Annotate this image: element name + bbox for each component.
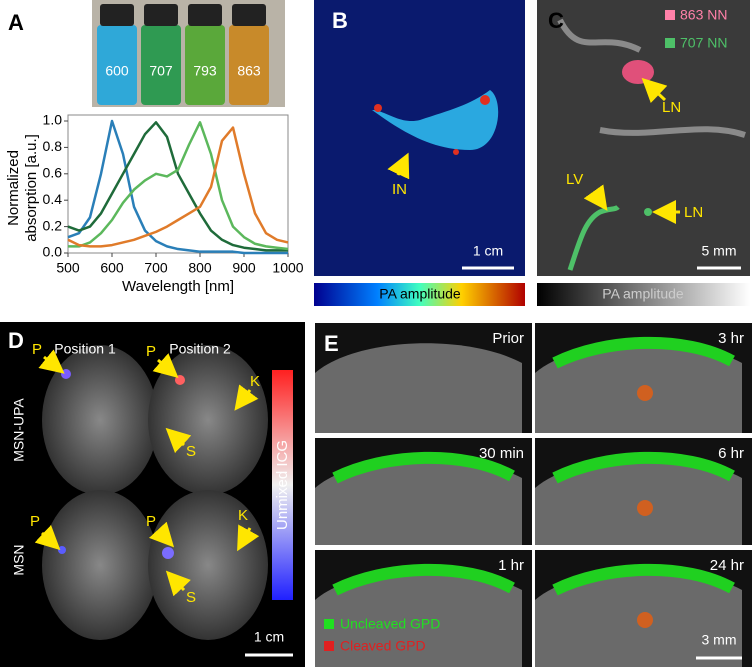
legend-swatch [665, 38, 675, 48]
green-signal [332, 563, 515, 596]
column-label: Position 1 [54, 341, 116, 357]
panel-letter: D [8, 328, 24, 353]
green-signal [552, 563, 735, 596]
line-series [67, 121, 288, 252]
arrow-label: P [32, 341, 42, 358]
green-signal [552, 336, 735, 369]
arrow-label: P [146, 513, 156, 530]
legend-swatch [324, 641, 334, 651]
tissue [315, 458, 522, 545]
pa-image [314, 0, 525, 276]
legend-swatch [324, 619, 334, 629]
legend-label: Uncleaved GPD [340, 616, 440, 632]
time-label: 30 min [479, 445, 524, 462]
plot-frame [67, 114, 289, 254]
panel-letter: E [324, 331, 339, 356]
panel-letter: B [332, 8, 348, 33]
y-tick-label: 0.0 [43, 244, 63, 260]
x-tick-label: 1000 [272, 260, 303, 276]
x-tick-label: 500 [56, 260, 80, 276]
y-tick-label: 0.6 [43, 165, 63, 181]
legend-label: 863 NN [680, 7, 727, 23]
arrow-label: LV [566, 171, 583, 188]
arrow [641, 77, 668, 104]
time-label: 6 hr [718, 445, 744, 462]
scale-label: 1 cm [473, 243, 503, 259]
y-tick-label: 0.8 [43, 138, 63, 154]
colorbar-label: PA amplitude [602, 286, 684, 302]
colorbar-label: Unmixed ICG [274, 440, 291, 530]
y-tick-label: 1.0 [43, 112, 63, 128]
tissue [315, 570, 522, 667]
arrow-label: K [238, 507, 248, 524]
row-label: MSN [11, 544, 27, 575]
time-label: Prior [492, 330, 524, 347]
arrows [34, 349, 260, 597]
y-axis-label: Normalized [5, 150, 22, 226]
scale-label: 3 mm [702, 632, 737, 648]
y-axis-label: absorption [a.u.] [23, 134, 40, 242]
ultrasound-images: Prior 3 hr 30 min 6 hr 1 hr 24 hr [315, 323, 752, 667]
x-tick-label: 800 [188, 260, 212, 276]
arrow [387, 152, 410, 180]
y-tick-label: 0.4 [43, 191, 63, 207]
legend-label: Cleaved GPD [340, 638, 426, 654]
legend-swatch [665, 10, 675, 20]
line-series [67, 119, 288, 255]
fluorescence-image [0, 322, 305, 667]
time-label: 1 hr [498, 557, 524, 574]
legend-label: 707 NN [680, 35, 727, 51]
panel-letter: C [548, 8, 564, 33]
line-series [68, 121, 289, 251]
chart: 500 600 700 800 900 1000 0.0 0.2 0.4 0.6 0.8 1.0 [43, 112, 304, 276]
time-label: 24 hr [710, 557, 744, 574]
scale-label: 1 cm [254, 629, 284, 645]
x-tick-label: 900 [232, 260, 256, 276]
green-signal [332, 451, 515, 484]
arrow-label: LN [684, 204, 703, 221]
arrow-label: P [146, 343, 156, 360]
vial-photo [92, 0, 285, 107]
legend-label: 707 [149, 63, 173, 79]
panel-letter: A [8, 10, 24, 35]
arrow-label: S [186, 443, 196, 460]
red-signal [637, 385, 653, 401]
red-signal [637, 500, 653, 516]
tissue [315, 343, 522, 433]
colorbar [272, 370, 293, 600]
line-series [67, 126, 289, 248]
time-label: 3 hr [718, 330, 744, 347]
legend-label: 793 [193, 63, 217, 79]
tissue [535, 458, 742, 545]
row-label: MSN-UPA [11, 398, 27, 462]
x-tick-label: 700 [144, 260, 168, 276]
arrow-label: IN [392, 181, 407, 198]
x-axis-label: Wavelength [nm] [122, 278, 234, 295]
y-tick-label: 0.2 [43, 217, 63, 233]
colorbar [537, 283, 750, 306]
arrow-label: LN [662, 99, 681, 116]
pa-overlay-image [537, 0, 750, 276]
green-signal [552, 451, 735, 484]
column-label: Position 2 [169, 341, 231, 357]
arrow-label: P [30, 513, 40, 530]
arrow-label: S [186, 589, 196, 606]
colorbar [314, 283, 525, 306]
scale-label: 5 mm [702, 243, 737, 259]
legend-label: 863 [237, 63, 261, 79]
arrow-label: K [250, 373, 260, 390]
x-tick-label: 600 [100, 260, 124, 276]
legend-label: 600 [105, 63, 129, 79]
colorbar-label: PA amplitude [379, 286, 461, 302]
tissue [535, 343, 742, 433]
red-signal [637, 612, 653, 628]
arrow [583, 184, 608, 211]
